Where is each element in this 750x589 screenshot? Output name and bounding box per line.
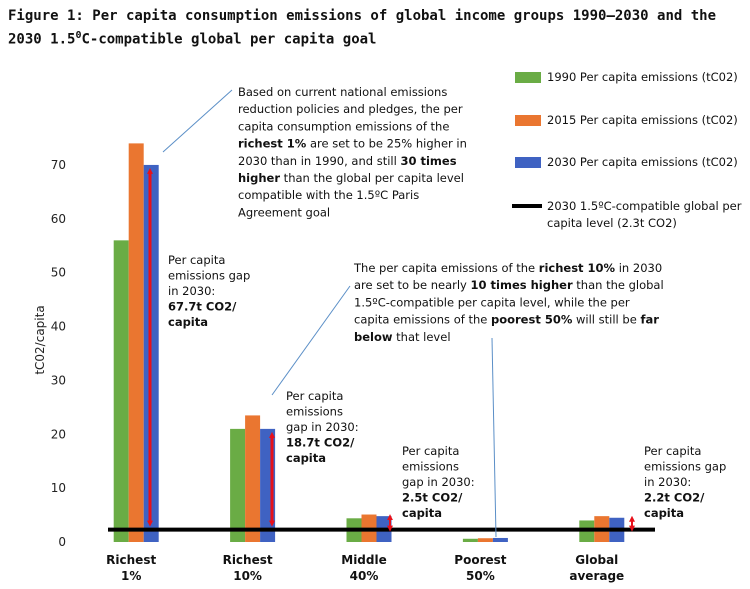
y-axis-label: tC02/capita <box>33 305 47 374</box>
x-category-label: Richest 1% <box>106 553 156 583</box>
bar <box>477 538 493 542</box>
x-axis-labels: Richest 1% Richest 10% Middle 40% Poorest 50% Gl… <box>106 553 624 583</box>
bar <box>128 143 144 543</box>
y-tick-label: 70 <box>51 158 66 172</box>
legend-label: 2015 Per capita emissions (tC02) <box>547 113 738 127</box>
legend-swatch <box>515 72 541 83</box>
y-tick-label: 10 <box>51 481 66 495</box>
bar <box>113 240 129 542</box>
legend-label: 1990 Per capita emissions (tC02) <box>547 70 738 84</box>
annotation-richest1: Based on current national emissions reduc… <box>238 85 467 219</box>
gap-label: Per capita emissions gap in 2030: 2.5t CO2/… <box>402 444 475 520</box>
x-category-label: Global average <box>569 553 624 583</box>
x-category-label: Richest 10% <box>223 553 273 583</box>
legend-label: 2030 1.5ºC-compatible global per capita l… <box>547 199 742 230</box>
legend-swatch <box>515 157 541 168</box>
annotation-richest10: The per capita emissions of the richest … <box>353 261 664 344</box>
callout-line <box>162 89 233 153</box>
y-tick-label: 0 <box>58 535 66 549</box>
y-axis: 0 10 20 30 40 50 60 70 tC02/capita <box>33 158 66 549</box>
callout-line <box>271 285 351 396</box>
y-tick-label: 60 <box>51 212 66 226</box>
annotations: Based on current national emissions reduc… <box>162 85 664 538</box>
gap-label: Per capita emissions gap in 2030: 18.7t CO2… <box>286 389 359 465</box>
y-tick-label: 30 <box>51 373 66 387</box>
x-category-label: Middle 40% <box>341 553 387 583</box>
callout-line <box>491 337 497 538</box>
bar <box>245 415 261 542</box>
bar <box>230 428 246 542</box>
bar <box>492 537 508 542</box>
legend-label: 2030 Per capita emissions (tC02) <box>547 155 738 169</box>
gap-label: Per capita emissions gap in 2030: 2.2t CO2/… <box>644 444 726 520</box>
y-tick-label: 50 <box>51 266 66 280</box>
legend-swatch <box>515 115 541 126</box>
legend: 1990 Per capita emissions (tC02) 2015 Per… <box>512 70 742 230</box>
y-tick-label: 20 <box>51 427 66 441</box>
x-category-label: Poorest 50% <box>454 553 506 583</box>
gap-label: Per capita emissions gap in 2030: 67.7t CO2… <box>168 253 250 329</box>
bar <box>462 538 478 542</box>
y-tick-label: 40 <box>51 320 66 334</box>
gap-arrows: Per capita emissions gap in 2030: 67.7t CO2… <box>147 167 726 532</box>
chart-title: Figure 1: Per capita consumption emissio… <box>8 8 717 48</box>
